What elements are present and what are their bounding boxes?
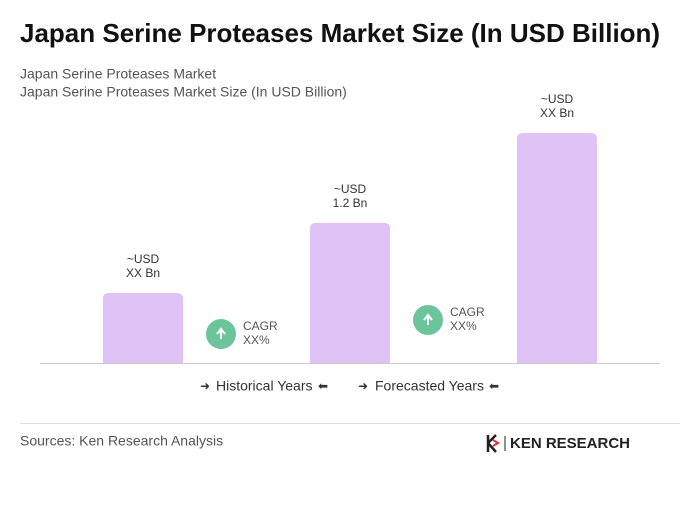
subtitle: Japan Serine Proteases Market Size (In U… xyxy=(20,84,347,100)
subtitle: Japan Serine Proteases Market xyxy=(20,66,216,82)
logo: KEN RESEARCH xyxy=(486,434,630,453)
value-label: XX Bn xyxy=(126,266,160,280)
bar xyxy=(310,222,390,363)
cagr-arrow xyxy=(216,327,226,339)
legend-label: Historical Years xyxy=(216,378,313,394)
value-label: ~USD xyxy=(127,252,160,266)
value-label: 1.2 Bn xyxy=(333,196,368,210)
logo-mark xyxy=(492,439,500,447)
legend: ➜ Historical Years ⬅ ➜ Forecasted Years … xyxy=(200,378,499,394)
arrow: ➜ xyxy=(358,379,368,393)
chart-title: Japan Serine Proteases Market Size (In U… xyxy=(20,18,660,48)
legend-label: Forecasted Years xyxy=(375,378,484,394)
bar xyxy=(517,133,597,363)
cagr-arrow xyxy=(423,313,433,325)
brand: KEN RESEARCH xyxy=(510,435,630,452)
cagr-label: XX% xyxy=(243,333,270,347)
value-label: XX Bn xyxy=(540,106,574,120)
arrow: ⬅ xyxy=(318,379,328,393)
value-label: ~USD xyxy=(541,92,574,106)
arrow: ⬅ xyxy=(489,379,499,393)
cagr-label: XX% xyxy=(450,319,477,333)
source: Sources: Ken Research Analysis xyxy=(20,433,223,449)
cagr-label: CAGR xyxy=(243,319,278,333)
value-label: ~USD xyxy=(334,182,367,196)
bar xyxy=(103,292,183,363)
logo-mark xyxy=(486,434,497,453)
arrow: ➜ xyxy=(200,379,210,393)
cagr-label: CAGR xyxy=(450,305,485,319)
